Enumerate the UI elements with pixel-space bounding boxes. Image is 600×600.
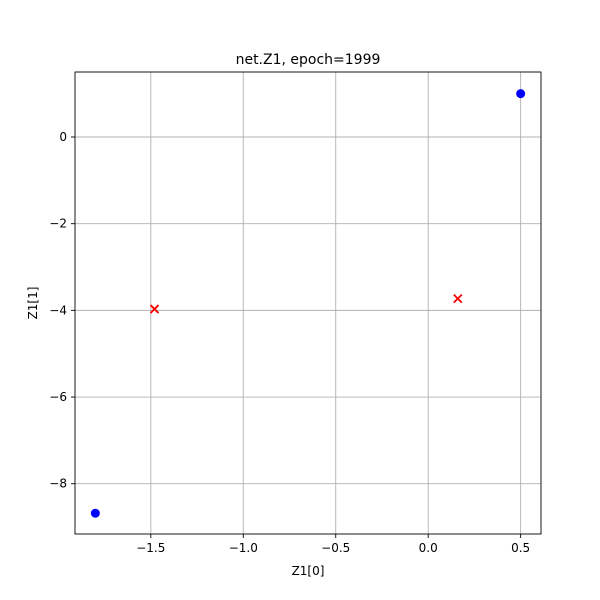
x-tick-label: 0.5 — [511, 541, 530, 555]
circle-point — [516, 89, 526, 99]
y-tick-label: 0 — [59, 130, 67, 144]
y-tick-label: −2 — [49, 217, 67, 231]
x-tick-label: −1.5 — [136, 541, 165, 555]
data-points — [90, 89, 526, 518]
x-axis-ticks: −1.5 −1.0 −0.5 0.0 0.5 — [136, 534, 530, 555]
x-axis-label: Z1[0] — [292, 564, 325, 578]
chart-title: net.Z1, epoch=1999 — [236, 52, 381, 68]
circle-point — [90, 508, 100, 518]
x-tick-label: −1.0 — [229, 541, 258, 555]
x-marker-point — [453, 294, 463, 304]
x-tick-label: 0.0 — [419, 541, 438, 555]
x-marker-point — [149, 304, 160, 314]
y-tick-label: −8 — [49, 477, 67, 491]
grid — [75, 72, 541, 534]
y-axis-ticks: 0 −2 −4 −6 −8 — [49, 130, 75, 491]
x-tick-label: −0.5 — [321, 541, 350, 555]
plot-frame — [74, 71, 542, 535]
y-axis-label: Z1[1] — [26, 287, 40, 320]
y-tick-label: −4 — [49, 303, 67, 317]
y-tick-label: −6 — [49, 390, 67, 404]
